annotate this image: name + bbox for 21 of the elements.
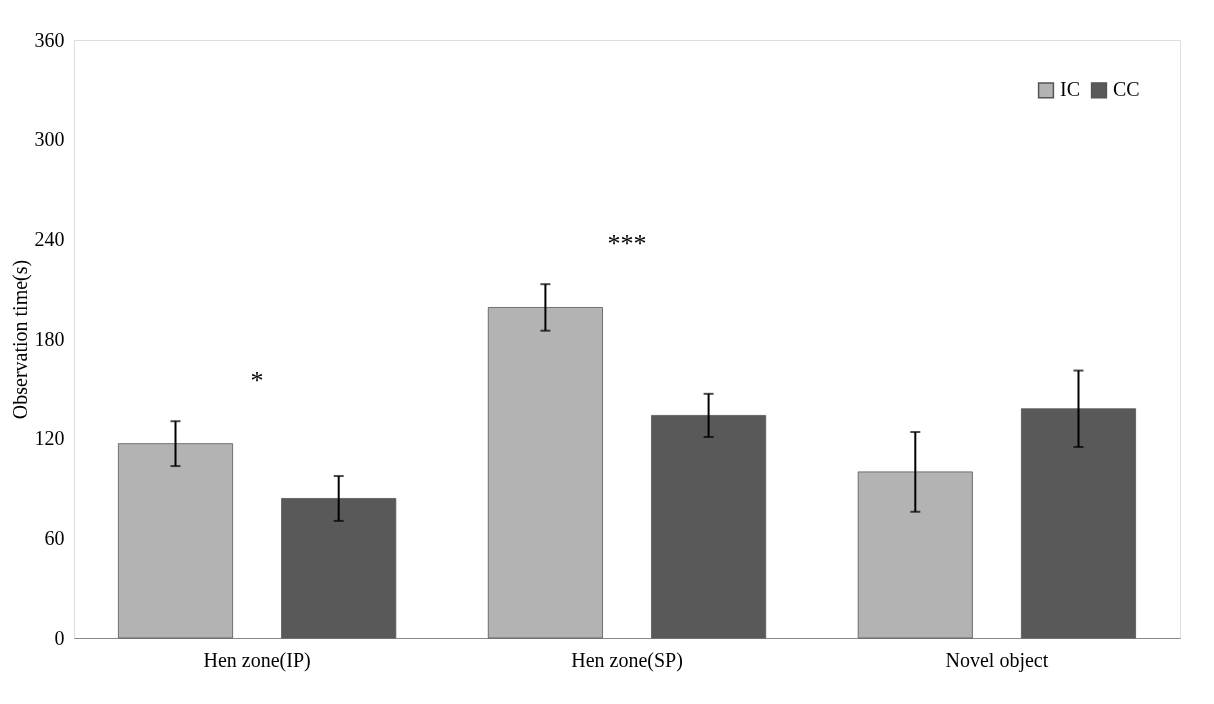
- bar: [117, 443, 234, 639]
- bar: [1020, 408, 1137, 639]
- y-tick-label: 180: [34, 327, 65, 350]
- x-tick-label: Hen zone(SP): [571, 648, 683, 672]
- legend-label: CC: [1113, 78, 1140, 101]
- y-tick-label: 0: [54, 626, 65, 649]
- bar: [281, 498, 397, 639]
- y-tick-label: 360: [34, 28, 65, 51]
- y-tick-label: 60: [44, 526, 65, 549]
- x-tick-label: Novel object: [945, 648, 1049, 672]
- x-tick-label: Hen zone(IP): [203, 648, 311, 672]
- y-axis-title: Observation time(s): [8, 259, 32, 420]
- y-tick-label: 240: [34, 227, 65, 250]
- y-tick-label: 300: [34, 128, 65, 151]
- bar: [857, 471, 973, 639]
- bar: [651, 415, 767, 639]
- bar: [487, 307, 603, 639]
- y-tick-label: 120: [34, 427, 65, 450]
- annotation: *: [250, 366, 264, 396]
- annotation: ***: [607, 229, 647, 259]
- legend-label: IC: [1060, 78, 1080, 101]
